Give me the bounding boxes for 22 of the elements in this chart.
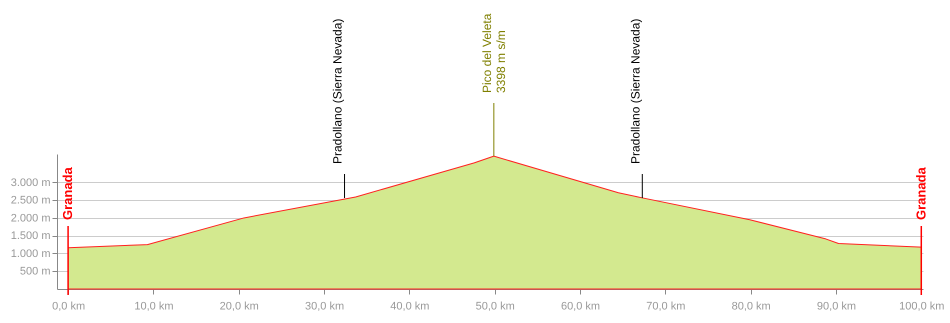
annotation: Pico del Veleta 3398 m s/m [480,13,508,93]
y-tick-label: 2.000 m [10,212,50,224]
x-tick-label: 10,0 km [134,300,174,312]
x-tick-label: 50,0 km [476,300,515,312]
x-tick-label: 100,0 km [899,300,944,312]
annotation: Pradollano (Sierra Nevada) [628,18,642,164]
x-tick-label: 90,0 km [816,300,856,312]
y-tick-label: 1.500 m [10,230,50,242]
x-tick-label: 70,0 km [646,300,686,312]
x-tick-label: 60,0 km [560,300,600,312]
y-tick-label: 500 m [20,266,50,278]
x-tick-label: 0,0 km [52,300,86,312]
x-tick-label: 40,0 km [390,300,430,312]
annotation: Pradollano (Sierra Nevada) [330,18,345,164]
y-tick-label: 2.500 m [10,194,50,207]
x-tick-label: 20,0 km [220,300,259,312]
x-tick-label: 80,0 km [732,300,771,312]
ref-line-label: Granada [913,166,928,220]
ref-line-label: Granada [60,166,76,220]
x-tick-label: 30,0 km [304,300,344,312]
y-tick-label: 1.000 m [10,248,50,260]
y-tick-label: 3.000 m [10,176,50,189]
